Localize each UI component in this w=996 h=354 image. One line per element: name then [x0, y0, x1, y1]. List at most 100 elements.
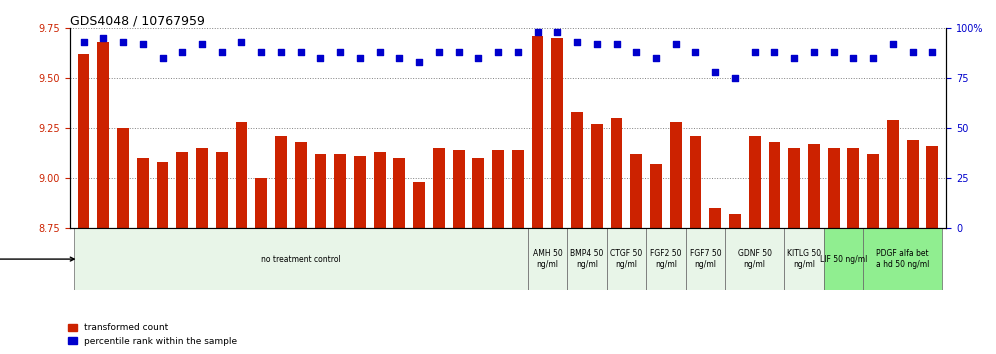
- Point: [884, 41, 900, 47]
- Bar: [393, 158, 405, 228]
- Point: [589, 41, 605, 47]
- Text: FGF2 50
ng/ml: FGF2 50 ng/ml: [650, 250, 681, 269]
- Bar: [118, 128, 128, 228]
- Point: [313, 56, 329, 61]
- Bar: [591, 124, 603, 228]
- Point: [569, 39, 585, 45]
- Bar: [512, 150, 524, 228]
- Point: [253, 50, 269, 55]
- Bar: [689, 136, 701, 228]
- Point: [530, 29, 546, 35]
- Bar: [492, 150, 504, 228]
- Point: [116, 39, 131, 45]
- Point: [134, 41, 150, 47]
- Point: [866, 56, 881, 61]
- Text: FGF7 50
ng/ml: FGF7 50 ng/ml: [689, 250, 721, 269]
- Text: KITLG 50
ng/ml: KITLG 50 ng/ml: [787, 250, 821, 269]
- Bar: [868, 154, 879, 228]
- Bar: [255, 178, 267, 228]
- Bar: [78, 54, 90, 228]
- Point: [431, 50, 447, 55]
- Bar: [808, 144, 820, 228]
- Bar: [413, 182, 425, 228]
- Bar: [156, 162, 168, 228]
- Point: [667, 41, 683, 47]
- Point: [352, 56, 368, 61]
- Bar: [788, 148, 800, 228]
- Text: GDNF 50
ng/ml: GDNF 50 ng/ml: [738, 250, 772, 269]
- Bar: [552, 38, 563, 228]
- Point: [154, 56, 170, 61]
- Text: GDS4048 / 10767959: GDS4048 / 10767959: [70, 14, 204, 27]
- Point: [233, 39, 249, 45]
- Point: [174, 50, 190, 55]
- Point: [293, 50, 309, 55]
- Bar: [848, 148, 860, 228]
- Bar: [235, 122, 247, 228]
- Bar: [611, 118, 622, 228]
- Bar: [769, 142, 781, 228]
- Bar: [176, 152, 188, 228]
- Point: [727, 75, 743, 81]
- Point: [924, 50, 940, 55]
- Bar: [828, 148, 840, 228]
- Point: [767, 50, 783, 55]
- Point: [786, 56, 802, 61]
- Point: [273, 50, 289, 55]
- Bar: [374, 152, 385, 228]
- Point: [826, 50, 842, 55]
- FancyBboxPatch shape: [784, 228, 824, 290]
- Text: no treatment control: no treatment control: [261, 255, 341, 264]
- Bar: [729, 214, 741, 228]
- Point: [747, 50, 763, 55]
- Point: [372, 50, 387, 55]
- Point: [609, 41, 624, 47]
- Point: [333, 50, 349, 55]
- Bar: [906, 140, 918, 228]
- Bar: [354, 156, 366, 228]
- Point: [550, 29, 566, 35]
- Bar: [749, 136, 761, 228]
- Bar: [275, 136, 287, 228]
- Bar: [887, 120, 898, 228]
- Point: [470, 56, 486, 61]
- Point: [76, 39, 92, 45]
- Text: agent: agent: [0, 254, 74, 264]
- Point: [490, 50, 506, 55]
- Point: [214, 50, 230, 55]
- Bar: [335, 154, 346, 228]
- Bar: [926, 146, 938, 228]
- Point: [194, 41, 210, 47]
- Bar: [315, 154, 327, 228]
- FancyBboxPatch shape: [607, 228, 646, 290]
- Bar: [571, 112, 583, 228]
- Point: [391, 56, 407, 61]
- Legend: transformed count, percentile rank within the sample: transformed count, percentile rank withi…: [65, 320, 241, 349]
- Bar: [670, 122, 681, 228]
- Point: [450, 50, 466, 55]
- Text: CTGF 50
ng/ml: CTGF 50 ng/ml: [611, 250, 642, 269]
- Bar: [196, 148, 208, 228]
- Point: [687, 50, 703, 55]
- FancyBboxPatch shape: [567, 228, 607, 290]
- Bar: [630, 154, 642, 228]
- Text: LIF 50 ng/ml: LIF 50 ng/ml: [820, 255, 868, 264]
- Text: AMH 50
ng/ml: AMH 50 ng/ml: [533, 250, 563, 269]
- Point: [510, 50, 526, 55]
- Bar: [216, 152, 228, 228]
- FancyBboxPatch shape: [685, 228, 725, 290]
- Point: [628, 50, 644, 55]
- Bar: [472, 158, 484, 228]
- Text: BMP4 50
ng/ml: BMP4 50 ng/ml: [571, 250, 604, 269]
- Point: [846, 56, 862, 61]
- FancyBboxPatch shape: [74, 228, 528, 290]
- Bar: [433, 148, 445, 228]
- Bar: [136, 158, 148, 228]
- Point: [96, 35, 112, 41]
- Point: [806, 50, 822, 55]
- Bar: [295, 142, 307, 228]
- Point: [707, 69, 723, 75]
- FancyBboxPatch shape: [864, 228, 942, 290]
- Point: [648, 56, 664, 61]
- FancyBboxPatch shape: [646, 228, 685, 290]
